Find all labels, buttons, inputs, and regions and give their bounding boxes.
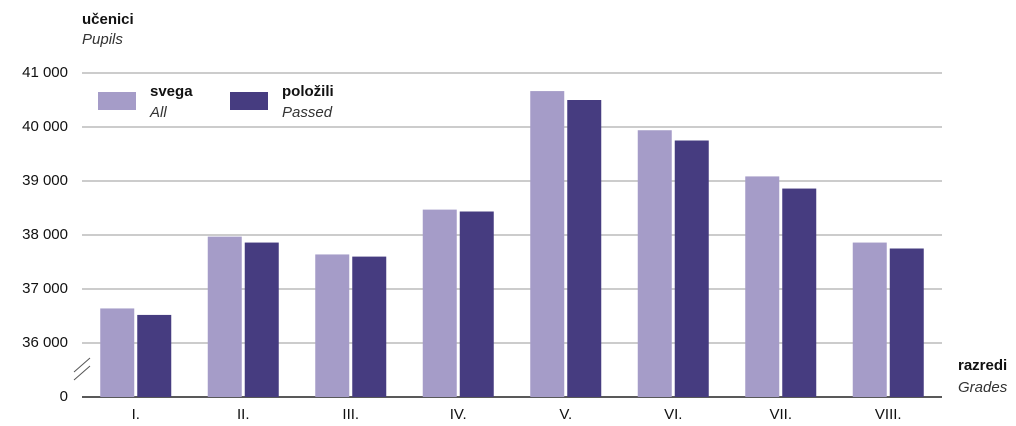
bar — [459, 211, 494, 397]
x-tick-label: I. — [132, 406, 140, 423]
bar — [745, 176, 780, 397]
legend-label-en: All — [149, 104, 167, 121]
x-tick-label: III. — [342, 406, 359, 423]
y-tick-label: 40 000 — [22, 118, 68, 135]
bar — [422, 209, 457, 397]
legend-swatch — [98, 92, 136, 110]
bar — [244, 242, 279, 397]
legend-label-en: Passed — [282, 104, 333, 121]
y-tick-label: 36 000 — [22, 334, 68, 351]
bar — [530, 91, 565, 397]
legend-label: svega — [150, 83, 193, 100]
x-tick-label: IV. — [450, 406, 467, 423]
y-tick-label: 37 000 — [22, 280, 68, 297]
bar — [137, 314, 172, 397]
x-tick-label: II. — [237, 406, 250, 423]
y-tick-label: 41 000 — [22, 64, 68, 81]
axis-break — [73, 365, 91, 381]
bar — [674, 140, 709, 397]
bar — [100, 308, 135, 397]
x-axis-label: razredi — [958, 357, 1007, 374]
bar — [889, 248, 924, 397]
bar — [567, 100, 602, 397]
x-tick-label: V. — [559, 406, 572, 423]
y-tick-label: 39 000 — [22, 172, 68, 189]
y-tick-label: 38 000 — [22, 226, 68, 243]
bar — [315, 254, 350, 397]
legend-swatch — [230, 92, 268, 110]
y-tick-label: 0 — [60, 388, 68, 405]
x-tick-label: VIII. — [875, 406, 902, 423]
x-axis-label-en: Grades — [958, 379, 1008, 396]
axis-break — [73, 357, 91, 373]
x-tick-label: VII. — [769, 406, 792, 423]
y-axis-label-en: Pupils — [82, 31, 123, 48]
y-axis-label: učenici — [82, 11, 134, 28]
x-tick-label: VI. — [664, 406, 682, 423]
bar — [352, 256, 387, 397]
bar — [852, 242, 887, 397]
bar — [782, 188, 817, 397]
bar — [207, 236, 242, 397]
legend-label: položili — [282, 83, 334, 100]
bar — [637, 130, 672, 398]
